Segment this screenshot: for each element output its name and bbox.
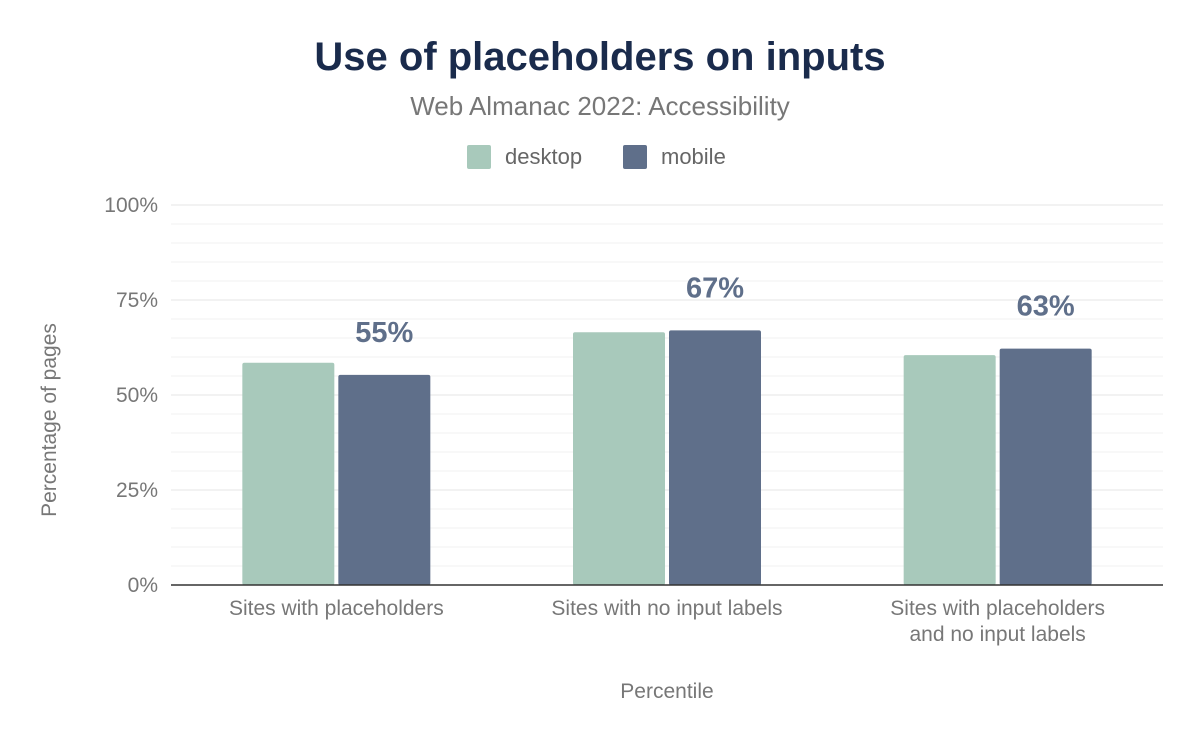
- bar-mobile: [669, 330, 761, 585]
- x-axis-label: Percentile: [620, 680, 713, 703]
- gridlines: [171, 204, 1163, 567]
- legend-label-desktop: desktop: [505, 144, 582, 169]
- legend: desktop mobile: [467, 144, 726, 169]
- legend-swatch-mobile: [623, 145, 647, 169]
- x-tick-label-line: and no input labels: [910, 623, 1086, 646]
- x-tick-label: Sites with placeholders and no input labe…: [890, 597, 1105, 646]
- bar-desktop: [242, 362, 335, 585]
- bars: [242, 330, 1092, 585]
- legend-label-mobile: mobile: [661, 144, 726, 169]
- y-tick-label: 0%: [128, 574, 158, 597]
- x-tick-label: Sites with no input labels: [551, 597, 782, 620]
- y-tick-label: 25%: [116, 479, 158, 502]
- chart-title: Use of placeholders on inputs: [314, 35, 885, 79]
- y-tick-label: 75%: [116, 289, 158, 312]
- x-tick-label-line: Sites with placeholders: [229, 597, 444, 620]
- bar-desktop: [903, 355, 996, 585]
- y-tick-label: 100%: [104, 194, 158, 217]
- data-label: 63%: [1017, 291, 1075, 323]
- x-axis-ticks: Sites with placeholders Sites with no inp…: [229, 597, 1105, 646]
- legend-swatch-desktop: [467, 145, 491, 169]
- x-tick-label-line: Sites with placeholders: [890, 597, 1105, 620]
- y-tick-label: 50%: [116, 384, 158, 407]
- bar-mobile: [338, 374, 431, 585]
- bar-mobile: [999, 348, 1092, 585]
- y-axis-label: Percentage of pages: [38, 323, 61, 517]
- x-tick-label: Sites with placeholders: [229, 597, 444, 620]
- x-tick-label-line: Sites with no input labels: [551, 597, 782, 620]
- bar-desktop: [573, 332, 665, 585]
- chart-subtitle: Web Almanac 2022: Accessibility: [410, 91, 790, 121]
- y-axis-ticks: 0% 25% 50% 75% 100%: [104, 194, 158, 597]
- data-labels: 55% 67% 63%: [355, 272, 1075, 348]
- data-label: 67%: [686, 272, 744, 304]
- data-label: 55%: [355, 317, 413, 349]
